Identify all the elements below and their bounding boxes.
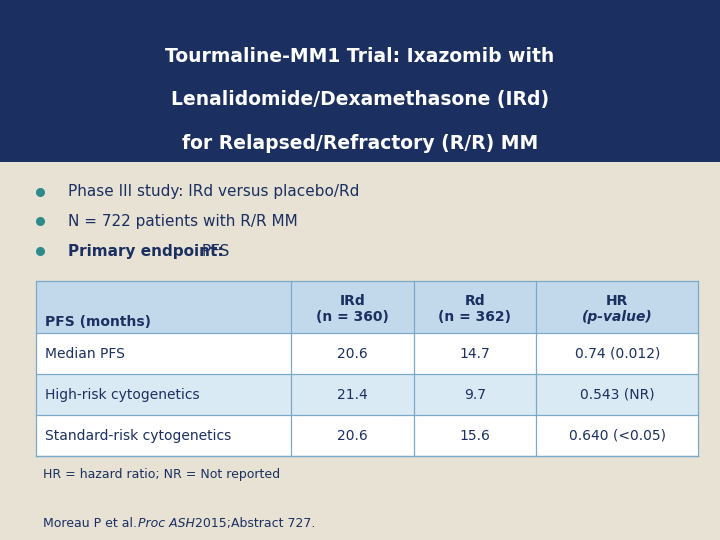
Text: PFS: PFS [197, 244, 229, 259]
Text: (n = 362): (n = 362) [438, 310, 511, 324]
Text: Moreau P et al.: Moreau P et al. [43, 517, 141, 530]
Text: HR: HR [606, 294, 629, 308]
Text: for Relapsed/Refractory (R/R) MM: for Relapsed/Refractory (R/R) MM [182, 133, 538, 153]
Text: 0.640 (<0.05): 0.640 (<0.05) [569, 429, 666, 443]
Text: Rd: Rd [464, 294, 485, 308]
Text: 2015;Abstract 727.: 2015;Abstract 727. [191, 517, 315, 530]
Text: Primary endpoint:: Primary endpoint: [68, 244, 224, 259]
Text: Lenalidomide/Dexamethasone (IRd): Lenalidomide/Dexamethasone (IRd) [171, 90, 549, 110]
Text: High-risk cytogenetics: High-risk cytogenetics [45, 388, 199, 402]
Text: Proc ASH: Proc ASH [138, 517, 195, 530]
Text: 9.7: 9.7 [464, 388, 486, 402]
Text: PFS (months): PFS (months) [45, 315, 150, 329]
Text: Tourmaline-MM1 Trial: Ixazomib with: Tourmaline-MM1 Trial: Ixazomib with [166, 47, 554, 66]
Text: N = 722 patients with R/R MM: N = 722 patients with R/R MM [68, 214, 298, 229]
Text: 14.7: 14.7 [459, 347, 490, 361]
Text: 20.6: 20.6 [337, 429, 368, 443]
Text: 0.74 (0.012): 0.74 (0.012) [575, 347, 660, 361]
FancyBboxPatch shape [0, 0, 720, 162]
Text: 15.6: 15.6 [459, 429, 490, 443]
Text: (n = 360): (n = 360) [316, 310, 389, 324]
Text: 21.4: 21.4 [337, 388, 368, 402]
FancyBboxPatch shape [36, 281, 698, 333]
Text: HR = hazard ratio; NR = Not reported: HR = hazard ratio; NR = Not reported [43, 468, 280, 481]
Text: Phase III study: IRd versus placebo/Rd: Phase III study: IRd versus placebo/Rd [68, 184, 360, 199]
FancyBboxPatch shape [36, 374, 698, 415]
Text: Median PFS: Median PFS [45, 347, 125, 361]
FancyBboxPatch shape [36, 415, 698, 456]
FancyBboxPatch shape [36, 333, 698, 374]
Text: Standard-risk cytogenetics: Standard-risk cytogenetics [45, 429, 231, 443]
Text: 20.6: 20.6 [337, 347, 368, 361]
Text: 0.543 (NR): 0.543 (NR) [580, 388, 654, 402]
Text: IRd: IRd [339, 294, 365, 308]
Text: (p-value): (p-value) [582, 310, 652, 324]
